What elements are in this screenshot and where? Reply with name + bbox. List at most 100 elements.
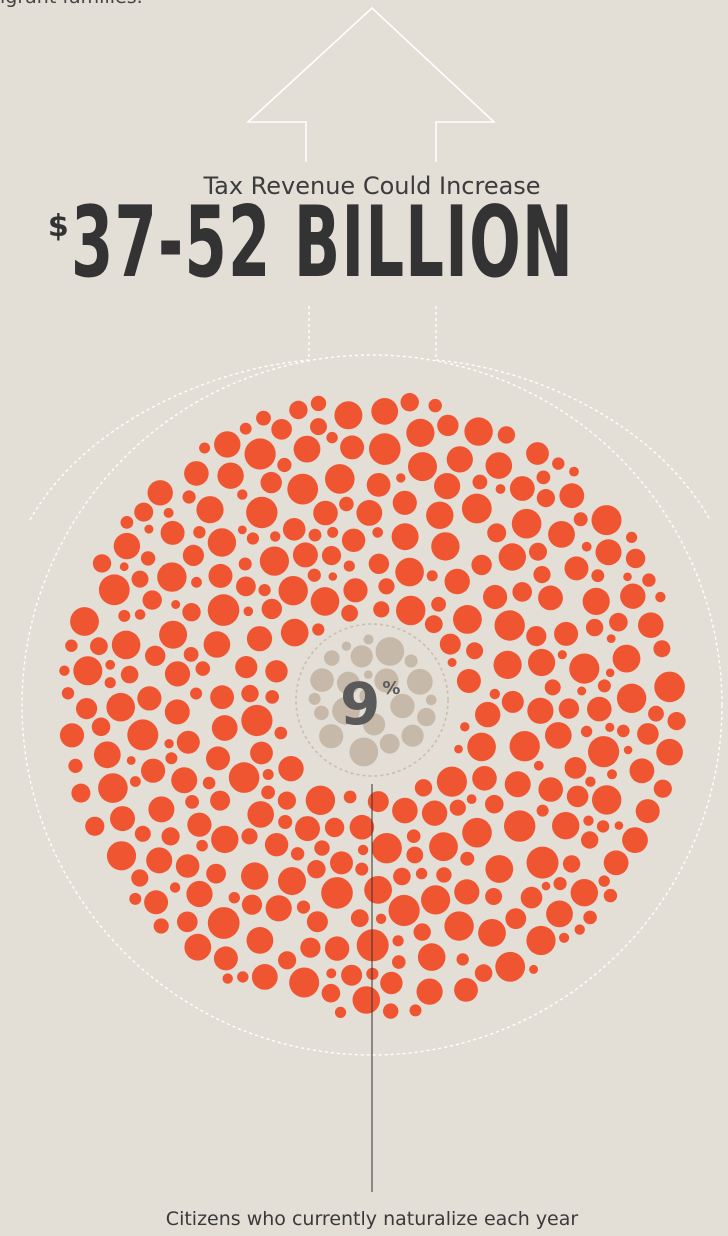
bubble bbox=[134, 825, 151, 842]
bubble bbox=[270, 531, 281, 542]
bubble bbox=[553, 877, 567, 891]
bubble bbox=[526, 925, 556, 956]
bubble bbox=[509, 476, 535, 501]
bubble bbox=[396, 473, 406, 483]
bubble bbox=[241, 862, 269, 890]
bubble bbox=[511, 508, 542, 539]
bubble bbox=[196, 496, 224, 524]
bubble bbox=[454, 744, 463, 754]
bubble-muted bbox=[375, 637, 405, 666]
bubble bbox=[569, 653, 600, 684]
bubble bbox=[577, 686, 587, 696]
bubble bbox=[559, 932, 570, 943]
bubble bbox=[349, 814, 375, 840]
bubble bbox=[352, 986, 381, 1014]
bubble bbox=[544, 679, 561, 696]
bubble bbox=[145, 645, 166, 666]
bubble bbox=[131, 570, 149, 588]
bubble bbox=[596, 820, 610, 833]
amount-value: 37-52 BILLION bbox=[70, 186, 574, 300]
bubble bbox=[207, 907, 240, 939]
bubble bbox=[164, 699, 190, 725]
bubble bbox=[526, 442, 549, 465]
bubble bbox=[312, 623, 325, 636]
bubble bbox=[339, 496, 354, 512]
bubble bbox=[207, 528, 237, 557]
bubble bbox=[612, 644, 641, 673]
bubble bbox=[130, 776, 141, 787]
bubble bbox=[456, 953, 469, 966]
bubble bbox=[569, 466, 579, 477]
bubble bbox=[648, 705, 664, 722]
bubble-muted bbox=[425, 694, 437, 706]
bubble bbox=[564, 556, 589, 581]
bubble bbox=[581, 831, 599, 849]
bubble bbox=[222, 973, 233, 984]
bubble bbox=[472, 474, 488, 490]
bubble bbox=[191, 576, 202, 588]
percentage-label: 9% bbox=[340, 672, 400, 736]
bubble bbox=[98, 574, 130, 606]
bubble bbox=[134, 502, 154, 522]
bubble-muted bbox=[314, 705, 329, 721]
percentage-value: 9 bbox=[340, 670, 381, 738]
bubble bbox=[210, 790, 231, 811]
bubble bbox=[106, 692, 135, 722]
bubble bbox=[287, 473, 319, 505]
bubble bbox=[548, 521, 575, 548]
bubble bbox=[324, 936, 350, 961]
bubble bbox=[485, 452, 513, 479]
bubble bbox=[259, 546, 289, 576]
bubble-muted bbox=[341, 641, 352, 651]
bubble bbox=[552, 812, 580, 840]
bubble bbox=[505, 908, 527, 929]
bubble bbox=[76, 698, 98, 720]
bubble bbox=[195, 661, 211, 676]
bubble bbox=[637, 723, 659, 745]
bubble bbox=[343, 790, 357, 804]
bubble bbox=[146, 847, 173, 874]
bubble bbox=[603, 888, 618, 903]
bubble bbox=[321, 983, 341, 1003]
bubble bbox=[607, 769, 617, 780]
bubble bbox=[300, 937, 321, 958]
bubble bbox=[483, 584, 508, 610]
bubble bbox=[262, 769, 274, 780]
bubble bbox=[241, 684, 259, 703]
bubble bbox=[369, 433, 401, 465]
bubble bbox=[265, 895, 292, 922]
bubble bbox=[489, 688, 500, 700]
bubble bbox=[559, 483, 585, 509]
bubble bbox=[246, 496, 278, 529]
bubble bbox=[261, 598, 282, 620]
bubble bbox=[289, 967, 320, 998]
bubble bbox=[182, 544, 204, 567]
bubble bbox=[211, 715, 238, 741]
bubble bbox=[454, 978, 478, 1002]
bubble bbox=[208, 563, 233, 588]
bubble bbox=[416, 978, 443, 1005]
bubble bbox=[371, 398, 399, 425]
bubble bbox=[278, 576, 308, 606]
bubble bbox=[454, 879, 480, 905]
bubble bbox=[487, 523, 507, 543]
bubble bbox=[393, 867, 411, 886]
bubble bbox=[622, 827, 648, 853]
bubble bbox=[278, 756, 304, 782]
bubble bbox=[595, 539, 622, 566]
bubble bbox=[265, 690, 280, 704]
bubble bbox=[177, 911, 198, 933]
bubble bbox=[306, 911, 328, 933]
bubble bbox=[326, 968, 337, 979]
bubble bbox=[160, 520, 185, 545]
bubble bbox=[552, 457, 565, 470]
bubble bbox=[104, 677, 116, 689]
bubble bbox=[617, 724, 630, 738]
bubble bbox=[574, 924, 585, 935]
bubble bbox=[210, 685, 235, 710]
bubble bbox=[498, 543, 526, 571]
bubble bbox=[140, 551, 156, 566]
bubble bbox=[213, 946, 238, 971]
bubble bbox=[431, 532, 460, 561]
